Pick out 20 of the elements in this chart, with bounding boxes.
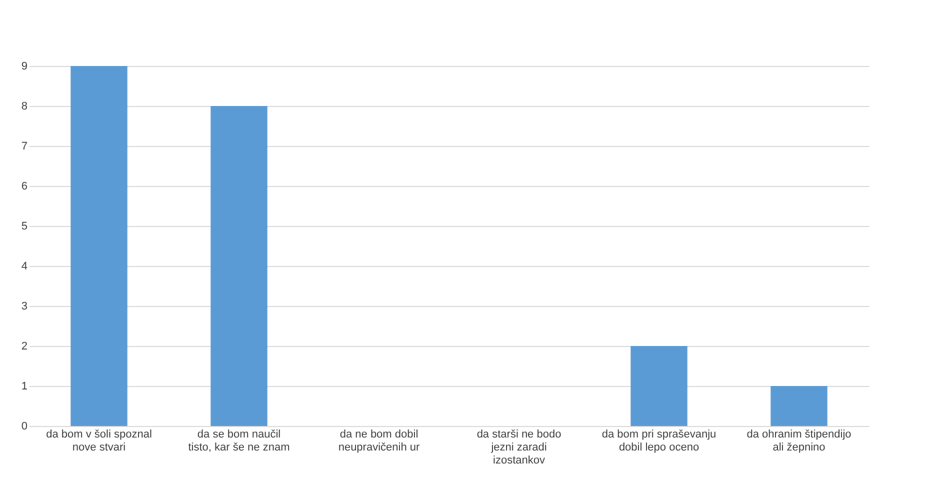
bar bbox=[630, 346, 688, 426]
x-tick-label: da bom pri spraševanju dobil lepo oceno bbox=[602, 428, 716, 454]
y-tick-label: 4 bbox=[21, 260, 28, 272]
y-tick-label: 7 bbox=[21, 140, 28, 152]
x-tick-label: da bom v šoli spoznal nove stvari bbox=[46, 428, 152, 454]
x-tick-label: da ne bom dobil neupravičenih ur bbox=[338, 428, 420, 454]
x-tick-label: da se bom naučil tisto, kar še ne znam bbox=[188, 428, 290, 454]
y-tick-label: 5 bbox=[21, 220, 28, 232]
y-tick-label: 1 bbox=[21, 380, 28, 392]
bar bbox=[770, 386, 828, 426]
bar bbox=[210, 106, 268, 426]
y-tick-label: 6 bbox=[21, 180, 28, 192]
y-tick-label: 8 bbox=[21, 100, 28, 112]
y-tick-label: 3 bbox=[21, 300, 28, 312]
x-tick-label: da starši ne bodo jezni zaradi izostankov bbox=[476, 428, 562, 466]
x-tick-label: da ohranim štipendijo ali žepnino bbox=[746, 428, 852, 454]
y-tick-label: 2 bbox=[21, 340, 28, 352]
y-tick-label: 0 bbox=[21, 420, 28, 432]
y-tick-label: 9 bbox=[21, 60, 28, 72]
bar bbox=[70, 66, 128, 426]
